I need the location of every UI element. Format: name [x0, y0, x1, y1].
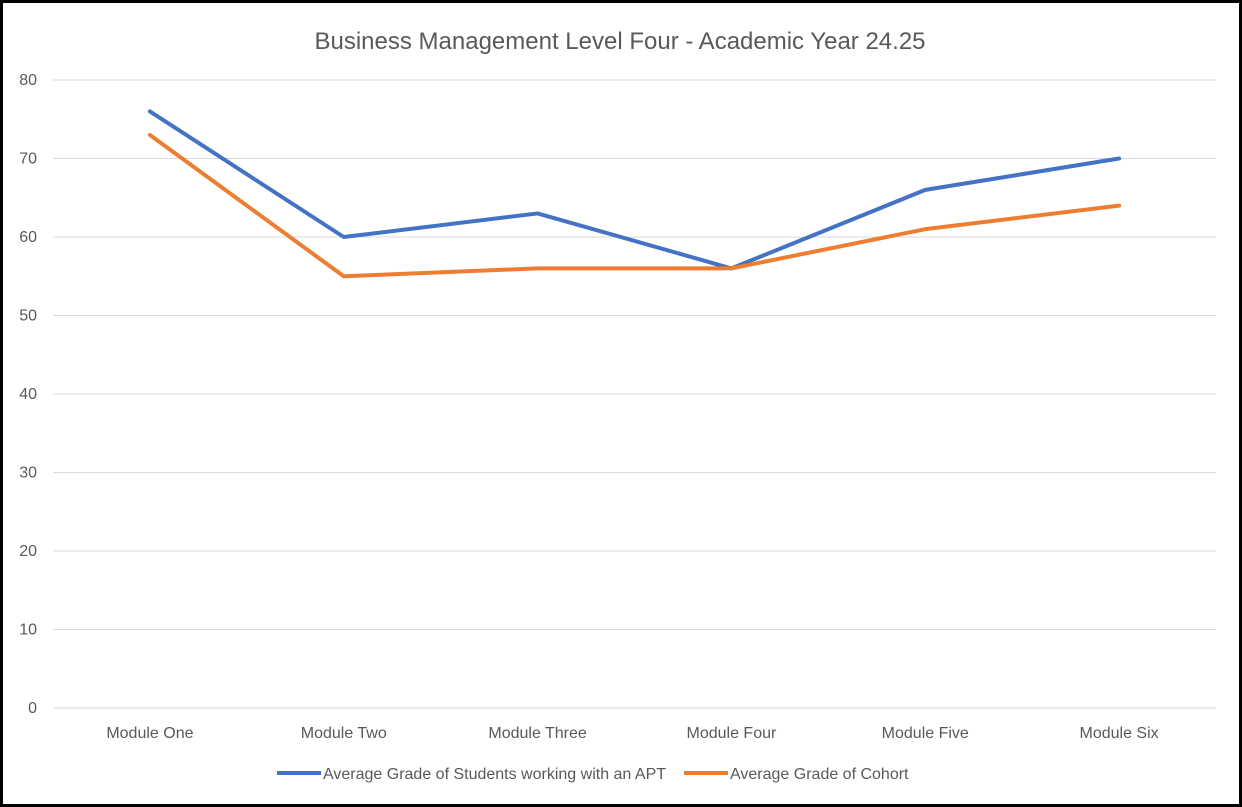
x-tick-label: Module One: [106, 725, 193, 742]
y-tick-label: 70: [19, 151, 37, 168]
series-line-1: [147, 109, 1122, 271]
y-tick-label: 80: [19, 72, 37, 89]
y-tick-label: 10: [19, 622, 37, 639]
y-tick-label: 0: [28, 700, 37, 717]
y-axis-ticks: 0 10 20 30 40 50 60 70 80: [19, 72, 37, 717]
x-axis-ticks: Module One Module Two Module Three Module F…: [106, 725, 1158, 742]
x-tick-label: Module Three: [488, 725, 587, 742]
y-tick-label: 30: [19, 465, 37, 482]
series-line-2: [147, 132, 1122, 279]
line-chart: Business Management Level Four - Academi…: [19, 28, 1216, 783]
y-tick-label: 40: [19, 386, 37, 403]
legend-label-2: Average Grade of Cohort: [730, 766, 909, 783]
x-tick-label: Module Four: [687, 725, 777, 742]
gridlines: [53, 79, 1216, 709]
series-lines: [147, 109, 1122, 279]
legend-label-1: Average Grade of Students working with a…: [323, 766, 666, 783]
y-tick-label: 20: [19, 543, 37, 560]
x-tick-label: Module Two: [301, 725, 387, 742]
x-tick-label: Module Five: [882, 725, 969, 742]
y-tick-label: 60: [19, 229, 37, 246]
y-tick-label: 50: [19, 308, 37, 325]
legend: Average Grade of Students working with a…: [277, 766, 909, 783]
chart-title: Business Management Level Four - Academi…: [314, 28, 925, 55]
x-tick-label: Module Six: [1080, 725, 1159, 742]
